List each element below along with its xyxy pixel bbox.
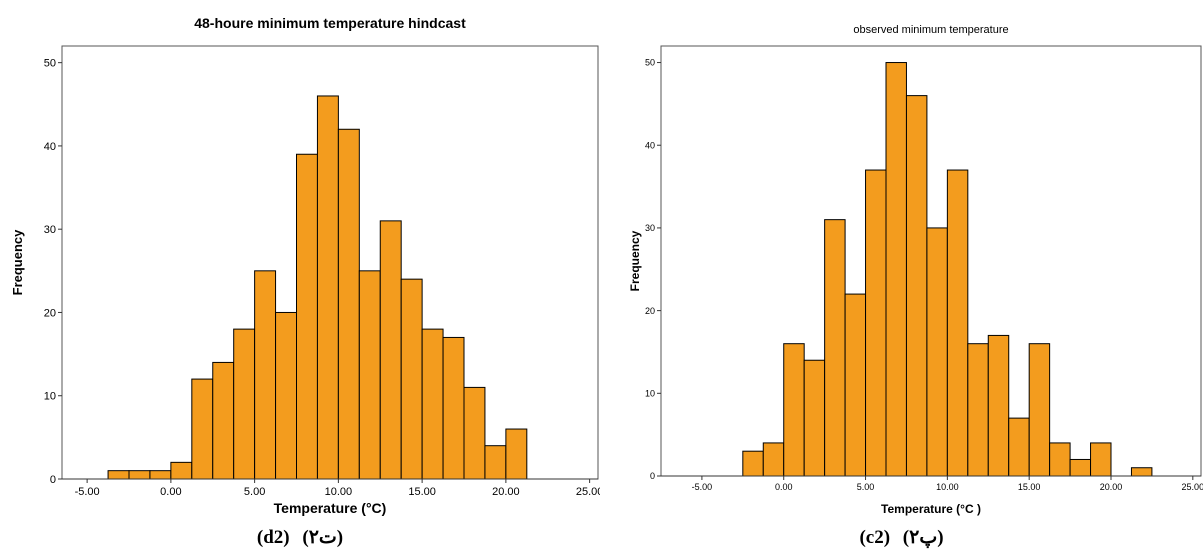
y-tick-label: 0 bbox=[50, 474, 56, 486]
histogram-bar bbox=[191, 378, 214, 480]
histogram-bar bbox=[742, 450, 764, 477]
y-axis-label: Frequency bbox=[628, 230, 642, 291]
histogram-bar bbox=[275, 311, 297, 480]
histogram-bar bbox=[783, 343, 805, 477]
figure-caption-c2: (c2) (پ۲) bbox=[600, 526, 1203, 549]
y-tick-label: 20 bbox=[645, 306, 655, 316]
chart-title: 48-houre minimum temperature hindcast bbox=[194, 15, 466, 31]
chart-title: observed minimum temperature bbox=[853, 24, 1008, 36]
histogram-bar bbox=[484, 445, 507, 480]
histogram-bar bbox=[170, 461, 193, 480]
x-tick-label: 5.00 bbox=[244, 486, 265, 498]
x-tick-label: 15.00 bbox=[1018, 482, 1041, 492]
x-tick-label: 25.00 bbox=[1182, 482, 1203, 492]
histogram-bar bbox=[233, 328, 256, 480]
histogram-bar bbox=[844, 293, 867, 477]
histogram-bar bbox=[865, 169, 887, 477]
histogram-bar bbox=[379, 220, 402, 480]
histogram-bar bbox=[905, 95, 928, 477]
histogram-bar bbox=[762, 442, 785, 477]
figure-caption-d2: (d2) (ت۲) bbox=[0, 526, 600, 549]
x-tick-label: 5.00 bbox=[857, 482, 875, 492]
caption-label-persian: (پ۲) bbox=[902, 527, 944, 548]
caption-label-persian: (ت۲) bbox=[302, 527, 344, 548]
histogram-bar bbox=[1028, 343, 1051, 477]
histogram-bar bbox=[296, 153, 318, 480]
x-tick-label: 25.00 bbox=[576, 486, 600, 498]
x-tick-label: 20.00 bbox=[1100, 482, 1123, 492]
histogram-bar bbox=[212, 361, 235, 480]
x-axis-label: Temperature (°C) bbox=[274, 500, 387, 516]
histogram-bar bbox=[421, 328, 444, 480]
y-axis-label: Frequency bbox=[10, 229, 25, 296]
histogram-bar bbox=[1090, 442, 1112, 477]
histogram-bar bbox=[337, 128, 360, 480]
x-tick-label: 20.00 bbox=[492, 486, 520, 498]
histogram-bar bbox=[505, 428, 528, 480]
histogram-bar bbox=[463, 386, 486, 480]
y-tick-label: 10 bbox=[645, 388, 655, 398]
histogram-bar bbox=[987, 334, 1010, 477]
x-tick-label: -5.00 bbox=[692, 482, 713, 492]
x-tick-label: 0.00 bbox=[775, 482, 793, 492]
histogram-bar bbox=[107, 470, 130, 480]
histogram-bar bbox=[128, 470, 151, 480]
histogram-bar bbox=[1130, 467, 1153, 477]
histogram-panel-hindcast: 48-houre minimum temperature hindcast -5.… bbox=[0, 0, 600, 556]
observed-histogram-chart: observed minimum temperature -5.00 0.00 5.0… bbox=[628, 24, 1203, 516]
y-tick-label: 50 bbox=[44, 58, 56, 70]
histogram-bar bbox=[885, 62, 907, 477]
x-tick-label: 0.00 bbox=[160, 486, 181, 498]
histogram-bar bbox=[803, 359, 826, 477]
y-tick-label: 30 bbox=[44, 224, 56, 236]
y-tick-label: 30 bbox=[645, 223, 655, 233]
histogram-bar bbox=[926, 227, 948, 477]
histogram-panel-observed: observed minimum temperature -5.00 0.00 5.0… bbox=[600, 0, 1203, 556]
y-tick-label: 40 bbox=[44, 141, 56, 153]
histogram-bar bbox=[1049, 442, 1071, 477]
histogram-bar bbox=[824, 219, 846, 477]
histogram-bar bbox=[358, 270, 381, 480]
histogram-bar bbox=[442, 336, 465, 480]
histogram-bar bbox=[946, 169, 969, 477]
histogram-bar bbox=[400, 278, 423, 480]
y-tick-label: 0 bbox=[650, 471, 655, 481]
x-tick-label: 10.00 bbox=[325, 486, 353, 498]
caption-label-latin: (d2) bbox=[256, 527, 290, 548]
x-tick-label: 10.00 bbox=[936, 482, 959, 492]
x-tick-label: 15.00 bbox=[408, 486, 436, 498]
x-axis-label: Temperature (°C ) bbox=[881, 502, 981, 516]
y-tick-label: 50 bbox=[645, 58, 655, 68]
histogram-bar bbox=[1069, 458, 1092, 477]
y-tick-label: 20 bbox=[44, 307, 56, 319]
y-tick-label: 10 bbox=[44, 391, 56, 403]
hindcast-histogram-chart: 48-houre minimum temperature hindcast -5.… bbox=[10, 15, 600, 516]
histogram-bar bbox=[149, 470, 172, 480]
x-tick-label: -5.00 bbox=[75, 486, 100, 498]
histogram-bar bbox=[1008, 417, 1030, 477]
y-tick-label: 40 bbox=[645, 140, 655, 150]
histogram-bar bbox=[254, 270, 277, 480]
caption-label-latin: (c2) bbox=[859, 527, 891, 548]
histogram-bar bbox=[967, 343, 989, 477]
histogram-bar bbox=[316, 95, 339, 480]
